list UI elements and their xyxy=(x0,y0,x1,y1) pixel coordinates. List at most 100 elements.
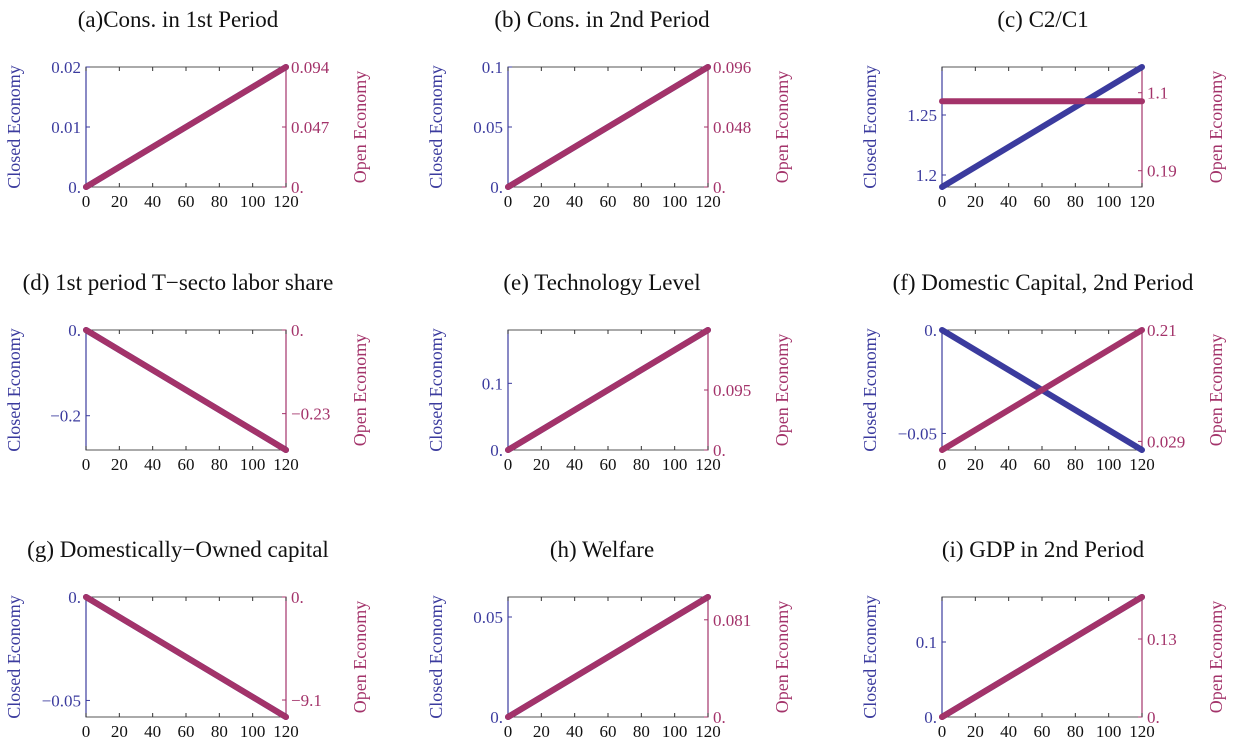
x-tick-label: 120 xyxy=(273,455,299,474)
left-tick-label: 0. xyxy=(68,321,81,340)
x-tick-label: 20 xyxy=(967,455,984,474)
left-axis-label: Closed Economy xyxy=(426,65,446,189)
x-tick-label: 0 xyxy=(82,192,91,211)
x-tick-label: 120 xyxy=(1129,192,1155,211)
x-tick-label: 60 xyxy=(1034,192,1051,211)
right-tick-label: 0. xyxy=(713,178,726,197)
open-economy-series xyxy=(86,67,286,187)
right-tick-label: 0. xyxy=(291,178,304,197)
left-tick-label: 0.02 xyxy=(51,58,81,77)
x-tick-label: 100 xyxy=(1096,722,1122,741)
x-tick-label: 20 xyxy=(967,722,984,741)
left-tick-label: 0.1 xyxy=(482,58,503,77)
x-tick-label: 100 xyxy=(662,455,688,474)
panel-title: (i) GDP in 2nd Period xyxy=(942,537,1145,562)
x-tick-label: 100 xyxy=(240,722,266,741)
right-tick-label: 0.081 xyxy=(713,611,751,630)
x-tick-label: 100 xyxy=(240,192,266,211)
panel-d: (d) 1st period T−secto labor share 0 20 40 6… xyxy=(4,270,370,474)
left-tick-label: 1.25 xyxy=(907,106,937,125)
left-tick-label: 0.05 xyxy=(473,608,503,627)
panel-g: (g) Domestically−Owned capital 0 20 40 60 80 1… xyxy=(4,537,370,741)
x-tick-label: 100 xyxy=(662,722,688,741)
left-tick-label: 0.01 xyxy=(51,118,81,137)
x-tick-label: 40 xyxy=(566,192,583,211)
right-tick-label: 0. xyxy=(713,441,726,460)
x-tick-label: 60 xyxy=(178,455,195,474)
x-tick-label: 60 xyxy=(1034,722,1051,741)
right-axis-label: Open Economy xyxy=(772,334,792,446)
x-tick-label: 0 xyxy=(504,722,513,741)
left-tick-label: 0. xyxy=(490,441,503,460)
x-tick-label: 80 xyxy=(1067,192,1084,211)
right-tick-label: 0.048 xyxy=(713,118,751,137)
x-tick-label: 60 xyxy=(178,722,195,741)
right-tick-label: 1.1 xyxy=(1147,84,1168,103)
left-tick-label: −0.05 xyxy=(898,424,937,443)
right-tick-label: 0. xyxy=(713,708,726,727)
right-axis-label: Open Economy xyxy=(1206,601,1226,713)
right-tick-label: 0.047 xyxy=(291,118,330,137)
x-tick-label: 40 xyxy=(144,192,161,211)
panel-title: (d) 1st period T−secto labor share xyxy=(23,270,334,295)
panel-title: (b) Cons. in 2nd Period xyxy=(494,7,710,32)
x-tick-label: 60 xyxy=(1034,455,1051,474)
x-tick-label: 0 xyxy=(938,722,947,741)
left-tick-label: −0.2 xyxy=(50,407,81,426)
left-axis-label: Closed Economy xyxy=(4,65,24,189)
x-tick-label: 40 xyxy=(1000,455,1017,474)
x-tick-label: 80 xyxy=(211,192,228,211)
right-axis-label: Open Economy xyxy=(772,601,792,713)
x-tick-label: 20 xyxy=(111,455,128,474)
left-axis-label: Closed Economy xyxy=(860,328,880,452)
x-tick-label: 100 xyxy=(240,455,266,474)
x-tick-label: 0 xyxy=(504,455,513,474)
right-axis-label: Open Economy xyxy=(1206,334,1226,446)
x-tick-label: 20 xyxy=(533,192,550,211)
x-tick-label: 0 xyxy=(504,192,513,211)
right-axis-label: Open Economy xyxy=(1206,71,1226,183)
panel-title: (g) Domestically−Owned capital xyxy=(27,537,329,562)
left-tick-label: 0. xyxy=(924,708,937,727)
right-axis-label: Open Economy xyxy=(350,334,370,446)
left-axis-label: Closed Economy xyxy=(4,328,24,452)
panel-f: (f) Domestic Capital, 2nd Period 0 20 40 60 8… xyxy=(860,270,1226,474)
right-tick-label: 0.094 xyxy=(291,58,330,77)
panel-title: (e) Technology Level xyxy=(503,270,700,295)
left-tick-label: 0. xyxy=(924,321,937,340)
panel-c: (c) C2/C1 0 20 40 60 80 100 120 1.2 1.25 0.19 1.1 Cl… xyxy=(860,7,1226,211)
x-tick-label: 80 xyxy=(211,455,228,474)
x-tick-label: 40 xyxy=(144,455,161,474)
left-axis-label: Closed Economy xyxy=(426,328,446,452)
right-tick-label: −0.23 xyxy=(291,405,330,424)
x-tick-label: 60 xyxy=(178,192,195,211)
x-tick-label: 40 xyxy=(1000,722,1017,741)
left-tick-label: 0. xyxy=(490,178,503,197)
x-tick-label: 0 xyxy=(938,192,947,211)
x-tick-label: 80 xyxy=(633,455,650,474)
right-tick-label: 0.19 xyxy=(1147,162,1177,181)
panel-title: (f) Domestic Capital, 2nd Period xyxy=(893,270,1194,295)
x-tick-label: 40 xyxy=(144,722,161,741)
right-tick-label: 0. xyxy=(291,321,304,340)
x-tick-label: 100 xyxy=(1096,455,1122,474)
left-axis-label: Closed Economy xyxy=(426,595,446,719)
right-tick-label: 0. xyxy=(1147,708,1160,727)
open-economy-series xyxy=(86,597,286,717)
open-economy-series xyxy=(86,330,286,450)
x-tick-label: 100 xyxy=(662,192,688,211)
right-axis-label: Open Economy xyxy=(350,71,370,183)
x-tick-label: 60 xyxy=(600,192,617,211)
x-tick-label: 40 xyxy=(566,455,583,474)
x-tick-label: 20 xyxy=(533,722,550,741)
x-tick-label: 80 xyxy=(1067,455,1084,474)
right-tick-label: −9.1 xyxy=(291,691,322,710)
left-axis-label: Closed Economy xyxy=(860,65,880,189)
left-tick-label: 0.1 xyxy=(916,633,937,652)
x-tick-label: 40 xyxy=(566,722,583,741)
left-tick-label: 0. xyxy=(68,588,81,607)
